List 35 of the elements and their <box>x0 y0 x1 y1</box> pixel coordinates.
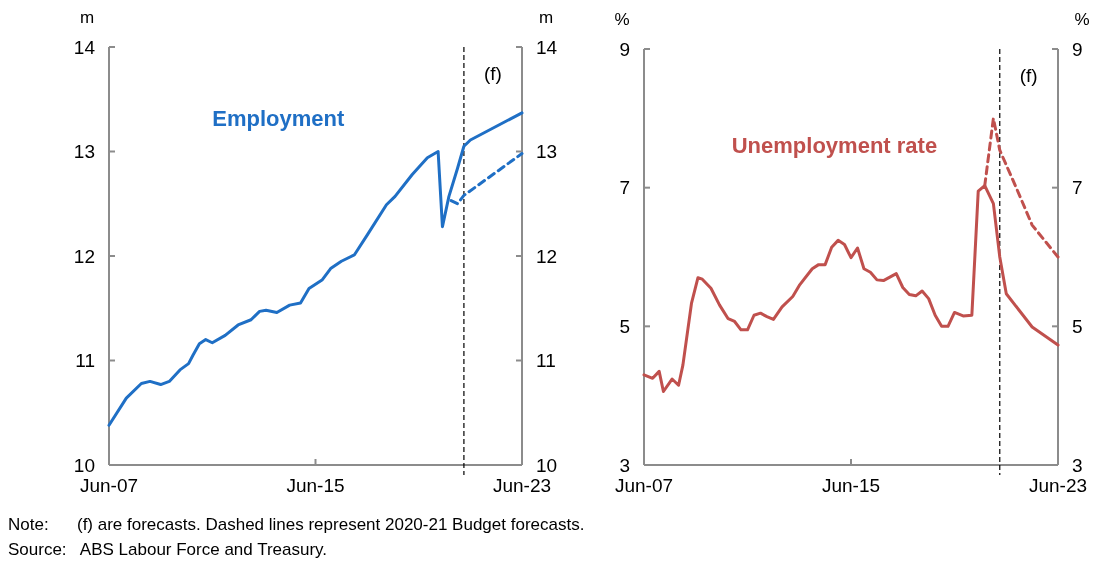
y-tick-label: 11 <box>75 350 95 372</box>
y-axis-title: % <box>614 10 630 29</box>
y-tick-label: 7 <box>619 177 630 199</box>
text: Employment <box>212 106 346 132</box>
x-tick-label: Jun-23 <box>492 475 552 496</box>
ref-line-label: (f) <box>483 63 502 84</box>
y-tick-label: 12 <box>73 245 95 267</box>
y-tick-label: 13 <box>73 141 95 163</box>
x-tick-label: Jun-23 <box>1028 475 1088 496</box>
text: Note: (f) are forecasts. Dashed lines represent 2020-21 Budget forecasts. <box>8 515 585 534</box>
y-tick-label: 14 <box>73 36 96 58</box>
y-axis-title: m <box>79 8 95 27</box>
y2-tick-label: 7 <box>1072 177 1083 199</box>
y2-axis-title: % <box>1074 10 1090 29</box>
y2-tick-label: 5 <box>1072 315 1083 337</box>
y2-tick-label: 14 <box>536 36 558 58</box>
x-tick-label: Jun-15 <box>286 475 345 496</box>
y-tick-label: 10 <box>73 454 95 476</box>
ref-line-label: (f) <box>1019 65 1038 86</box>
y2-tick-label: 13 <box>536 141 558 163</box>
line-series <box>107 111 524 427</box>
y-tick-label: 9 <box>619 38 630 60</box>
y2-tick-label: 11 <box>536 350 556 372</box>
source-note: Source: ABS Labour Force and Treasury. <box>8 540 328 559</box>
x-tick-label: Jun-15 <box>821 475 881 496</box>
y2-tick-label: 12 <box>536 245 558 267</box>
y-tick-label: 5 <box>619 315 630 337</box>
text: Unemployment rate <box>731 133 938 158</box>
y2-tick-label: 10 <box>536 454 558 476</box>
y2-tick-label: 9 <box>1072 38 1083 60</box>
x-tick-label: Jun-07 <box>79 475 139 496</box>
y2-axis-title: m <box>538 8 554 27</box>
x-tick-label: Jun-07 <box>614 475 674 496</box>
y-tick-label: 3 <box>619 454 630 476</box>
y2-tick-label: 3 <box>1072 454 1083 476</box>
